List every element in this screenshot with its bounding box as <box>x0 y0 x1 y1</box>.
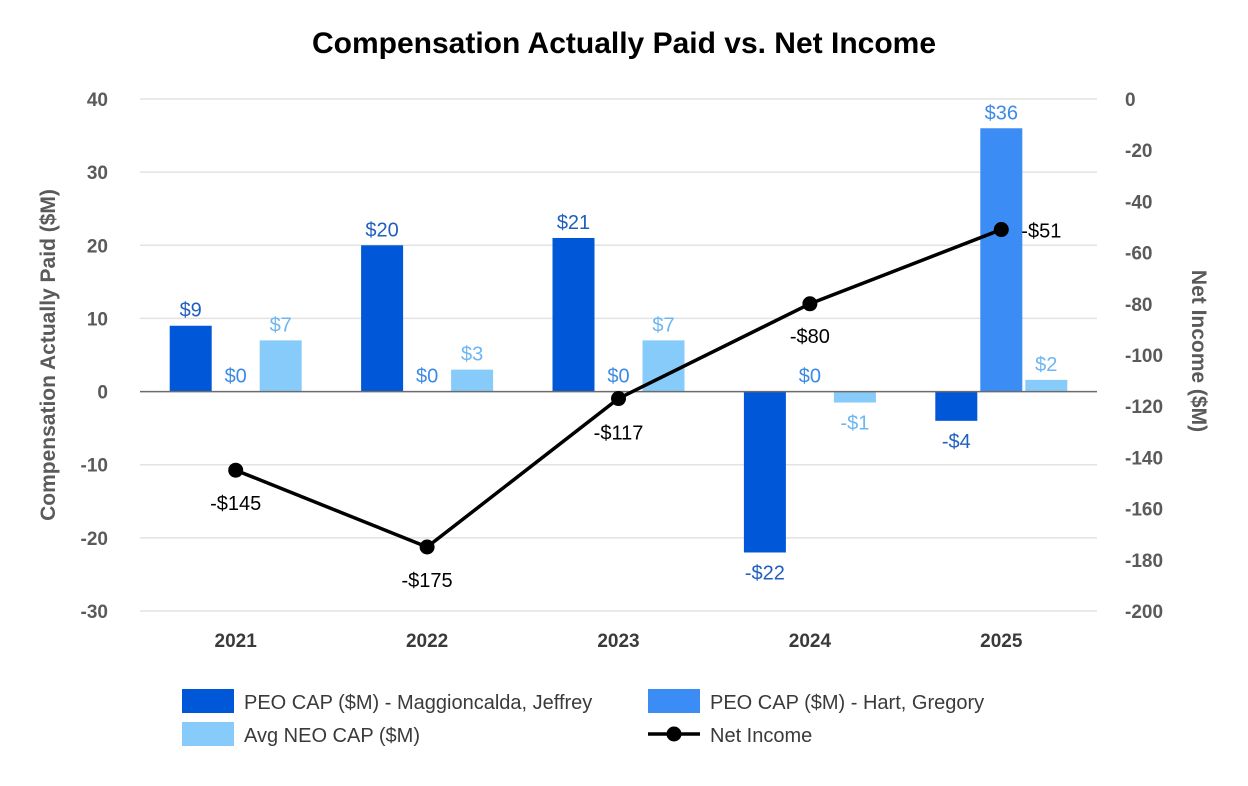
legend: PEO CAP ($M) - Maggioncalda, Jeffrey PEO … <box>182 689 984 747</box>
y-tick-label-left: -10 <box>81 456 108 477</box>
y-tick-label-left: 40 <box>87 90 108 111</box>
bar <box>833 391 876 403</box>
bar <box>1025 379 1068 392</box>
y-tick-label-right: -20 <box>1125 141 1152 162</box>
legend-label: Avg NEO CAP ($M) <box>244 725 420 747</box>
bar-data-label: $0 <box>799 366 821 388</box>
bar-data-label: $0 <box>607 366 629 388</box>
legend-swatch <box>648 689 700 713</box>
bar-data-label: $0 <box>225 366 247 388</box>
y-tick-label-right: -180 <box>1125 551 1163 572</box>
chart-title: Compensation Actually Paid vs. Net Incom… <box>312 27 936 60</box>
x-tick-label: 2021 <box>215 631 258 652</box>
y-tick-label-right: -80 <box>1125 295 1152 316</box>
axis-ticks: 40 30 20 10 0 -10 -20 -30 0 -20 -40 -60 -80 -100 -120 -… <box>81 90 1164 652</box>
y-tick-label-left: -20 <box>81 529 108 550</box>
bar-data-label: $7 <box>270 314 292 336</box>
y-tick-label-right: -200 <box>1125 602 1163 623</box>
bar-data-label: $2 <box>1035 354 1057 376</box>
bar <box>935 391 978 421</box>
legend-swatch <box>182 722 234 746</box>
x-tick-label: 2022 <box>406 631 448 652</box>
bar-data-label: $7 <box>652 314 674 336</box>
bar <box>980 128 1023 392</box>
net-income-line-layer <box>228 222 1009 555</box>
bar <box>451 369 494 392</box>
y-tick-label-left: -30 <box>81 602 108 623</box>
x-tick-label: 2025 <box>980 631 1023 652</box>
y-tick-label-left: 30 <box>87 163 108 184</box>
x-tick-label: 2023 <box>597 631 639 652</box>
line-data-label: -$51 <box>1021 221 1061 243</box>
y-tick-label-right: -40 <box>1125 192 1152 213</box>
legend-label: PEO CAP ($M) - Maggioncalda, Jeffrey <box>244 692 592 714</box>
y-axis-left-label: Compensation Actually Paid ($M) <box>37 189 60 521</box>
x-tick-label: 2024 <box>789 631 832 652</box>
y-tick-label-right: -60 <box>1125 244 1152 265</box>
net-income-point <box>419 539 435 555</box>
bar-data-label: -$1 <box>840 413 869 435</box>
line-data-label: -$80 <box>790 326 830 348</box>
y-tick-label-right: 0 <box>1125 90 1136 111</box>
bar <box>259 340 302 392</box>
bar <box>169 325 212 392</box>
net-income-point <box>611 391 626 407</box>
y-tick-label-right: -140 <box>1125 448 1163 469</box>
bars <box>169 128 1068 553</box>
y-tick-label-right: -100 <box>1125 346 1163 367</box>
y-tick-label-left: 20 <box>87 236 108 257</box>
legend-swatch <box>182 689 234 713</box>
legend-marker <box>666 726 682 742</box>
net-income-point <box>802 296 818 312</box>
y-tick-label-left: 0 <box>97 383 108 404</box>
gridlines <box>140 98 1097 612</box>
net-income-line <box>235 227 1002 549</box>
bar-data-label: $36 <box>985 102 1018 124</box>
bar <box>552 237 595 392</box>
bar <box>361 245 404 392</box>
line-data-label: -$117 <box>594 423 644 445</box>
bar <box>743 391 786 553</box>
bar-data-label: $3 <box>461 344 483 366</box>
bar-data-label: $0 <box>416 366 438 388</box>
y-axis-right-label: Net Income ($M) <box>1187 270 1210 432</box>
line-data-label: -$145 <box>210 493 261 515</box>
y-tick-label-right: -160 <box>1125 500 1163 521</box>
line-data-label: -$175 <box>402 570 453 592</box>
bar-data-label: $20 <box>365 219 398 241</box>
bar-data-label: $21 <box>557 212 590 234</box>
legend-label: Net Income <box>710 725 812 747</box>
y-tick-label-left: 10 <box>87 309 108 330</box>
bar-data-label: $9 <box>180 300 202 322</box>
data-labels: $9 $20 $21 -$22 -$4 $0 $0 $0 $0 $36 $7 $3 $7 -$1 $2 -$1… <box>180 102 1062 592</box>
net-income-point <box>228 462 244 478</box>
net-income-point <box>993 222 1009 238</box>
bar-data-label: -$4 <box>942 431 971 453</box>
bar-data-label: -$22 <box>745 562 785 584</box>
legend-label: PEO CAP ($M) - Hart, Gregory <box>710 692 984 714</box>
y-tick-label-right: -120 <box>1125 397 1163 418</box>
